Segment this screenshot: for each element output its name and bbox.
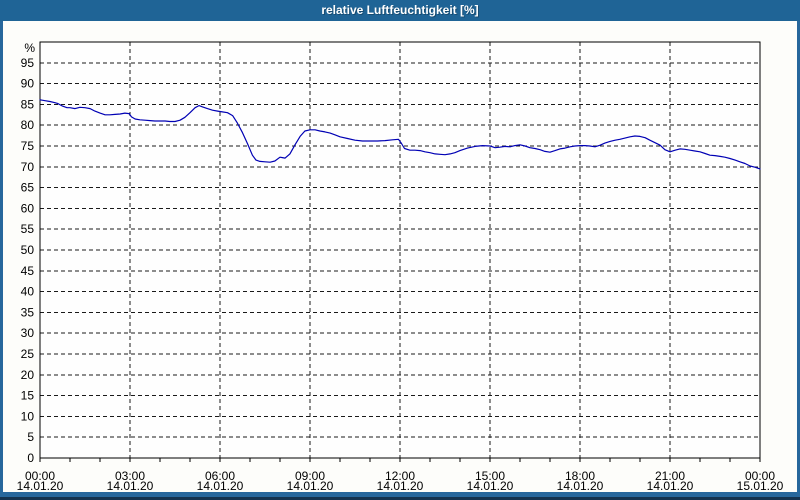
y-tick-label: 30 bbox=[21, 326, 35, 340]
x-tick-time-label: 03:00 bbox=[115, 469, 145, 483]
x-axis-ticks bbox=[39, 458, 761, 462]
x-tick-time-label: 00:00 bbox=[745, 469, 775, 483]
y-tick-label: 15 bbox=[21, 389, 35, 403]
x-tick-date-label: 14.01.20 bbox=[647, 479, 694, 492]
window-frame-bottom bbox=[0, 492, 800, 497]
y-tick-label: 20 bbox=[21, 368, 35, 382]
series-line-humidity bbox=[39, 99, 761, 170]
y-tick-label: 45 bbox=[21, 264, 35, 278]
y-tick-label: 90 bbox=[21, 77, 35, 91]
x-tick-time-label: 00:00 bbox=[25, 469, 55, 483]
window-frame-right bbox=[797, 21, 800, 500]
x-tick-date-label: 14.01.20 bbox=[557, 479, 604, 492]
x-tick-time-label: 15:00 bbox=[475, 469, 505, 483]
y-tick-label: 85 bbox=[21, 97, 35, 111]
y-tick-label: 75 bbox=[21, 139, 35, 153]
x-tick-time-label: 12:00 bbox=[385, 469, 415, 483]
y-tick-label: 65 bbox=[21, 181, 35, 195]
y-tick-label: 55 bbox=[21, 222, 35, 236]
window-frame-left bbox=[0, 21, 3, 500]
y-tick-label: 50 bbox=[21, 243, 35, 257]
x-gridlines bbox=[129, 42, 671, 458]
y-tick-label: 40 bbox=[21, 285, 35, 299]
chart-content: 0 5 10 15 20 25 30 35 40 45 50 55 60 65 70 75 80 85 90 95% 0… bbox=[3, 21, 797, 492]
window-frame-bottom-edge bbox=[0, 497, 800, 500]
y-axis-labels: 0 5 10 15 20 25 30 35 40 45 50 55 60 65 70 75 80 85 90 95% bbox=[21, 41, 36, 465]
x-axis-labels: 00:0014.01.2003:0014.01.2006:0014.01.200… bbox=[17, 469, 784, 492]
x-tick-date-label: 14.01.20 bbox=[107, 479, 154, 492]
y-tick-label: 25 bbox=[21, 347, 35, 361]
x-tick-time-label: 18:00 bbox=[565, 469, 595, 483]
y-tick-label: 80 bbox=[21, 118, 35, 132]
x-tick-time-label: 21:00 bbox=[655, 469, 685, 483]
y-tick-label: 5 bbox=[27, 430, 34, 444]
y-tick-label: 60 bbox=[21, 201, 35, 215]
y-axis-unit-label: % bbox=[24, 41, 35, 55]
x-tick-date-label: 14.01.20 bbox=[197, 479, 244, 492]
window-title: relative Luftfeuchtigkeit [%] bbox=[321, 3, 479, 17]
y-tick-label: 0 bbox=[27, 451, 34, 465]
y-tick-label: 70 bbox=[21, 160, 35, 174]
humidity-chart[interactable]: 05101520253035404550556065707580859095%0… bbox=[3, 21, 797, 492]
x-tick-date-label: 14.01.20 bbox=[467, 479, 514, 492]
x-tick-date-label: 14.01.20 bbox=[17, 479, 64, 492]
x-tick-date-label: 14.01.20 bbox=[287, 479, 334, 492]
x-tick-date-label: 15.01.20 bbox=[737, 479, 784, 492]
title-bar: relative Luftfeuchtigkeit [%] bbox=[0, 0, 800, 21]
y-tick-label: 35 bbox=[21, 305, 35, 319]
y-tick-label: 10 bbox=[21, 409, 35, 423]
x-tick-time-label: 09:00 bbox=[295, 469, 325, 483]
x-tick-time-label: 06:00 bbox=[205, 469, 235, 483]
x-tick-date-label: 14.01.20 bbox=[377, 479, 424, 492]
y-tick-label: 95 bbox=[21, 56, 35, 70]
